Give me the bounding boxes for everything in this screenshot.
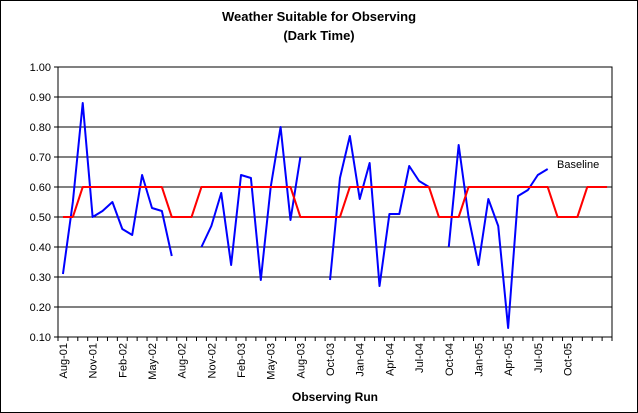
y-axis-ticks: 0.10 0.20 0.30 0.40 0.50 0.60 0.70 0.80 0.90 1.00 bbox=[30, 62, 58, 344]
series-group bbox=[61, 102, 608, 329]
x-tick-label: Apr-04 bbox=[384, 343, 396, 376]
x-tick-label: Oct-05 bbox=[562, 343, 574, 376]
x-tick-label: Oct-04 bbox=[444, 343, 456, 376]
x-axis-title: Observing Run bbox=[292, 390, 378, 404]
x-tick-label: Jul-05 bbox=[533, 343, 545, 373]
y-tick-label: 0.40 bbox=[30, 242, 51, 254]
y-tick-label: 1.00 bbox=[30, 62, 51, 74]
baseline-annotation: Baseline bbox=[557, 159, 599, 171]
plot-area bbox=[57, 66, 613, 338]
x-tick-label: Jan-04 bbox=[355, 343, 367, 377]
y-tick-label: 0.90 bbox=[30, 92, 51, 104]
x-tick-label: May-02 bbox=[147, 343, 159, 380]
chart-subtitle: (Dark Time) bbox=[283, 28, 355, 43]
x-tick-label: Oct-03 bbox=[325, 343, 337, 376]
x-tick-label: Aug-03 bbox=[295, 343, 307, 378]
x-tick-label: Feb-03 bbox=[236, 343, 248, 378]
x-tick-label: Feb-02 bbox=[117, 343, 129, 378]
y-tick-label: 0.30 bbox=[30, 272, 51, 284]
chart-title: Weather Suitable for Observing bbox=[221, 9, 417, 24]
x-tick-label: Aug-01 bbox=[58, 343, 70, 378]
x-tick-label: May-03 bbox=[266, 343, 278, 380]
x-axis-ticks: Aug-01 Nov-01 Feb-02 May-02 Aug-02 Nov-02 Feb-… bbox=[57, 337, 613, 380]
x-tick-label: Apr-05 bbox=[503, 343, 515, 376]
x-tick-label: Jul-04 bbox=[414, 343, 426, 373]
y-tick-label: 0.80 bbox=[30, 122, 51, 134]
y-tick-label: 0.70 bbox=[30, 152, 51, 164]
series-observed-line bbox=[61, 102, 549, 329]
y-tick-label: 0.60 bbox=[30, 182, 51, 194]
y-tick-label: 0.20 bbox=[30, 302, 51, 314]
y-tick-label: 0.10 bbox=[30, 332, 51, 344]
x-tick-label: Nov-02 bbox=[206, 343, 218, 378]
x-tick-label: Aug-02 bbox=[177, 343, 189, 378]
y-tick-label: 0.50 bbox=[30, 212, 51, 224]
series-baseline-line bbox=[62, 186, 608, 218]
x-tick-label: Nov-01 bbox=[88, 343, 100, 378]
x-tick-label: Jan-05 bbox=[473, 343, 485, 377]
